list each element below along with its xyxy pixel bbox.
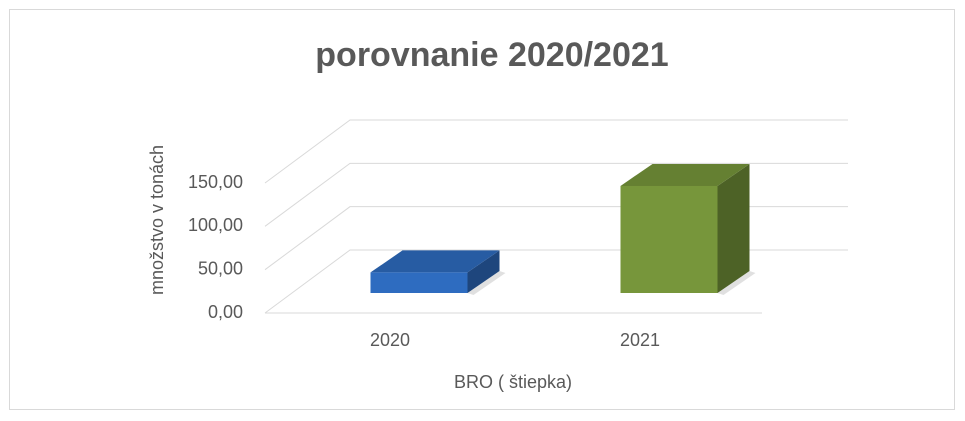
- bar-side: [717, 163, 750, 293]
- y-tick-label: 0,00: [208, 302, 243, 322]
- bar: [370, 272, 468, 293]
- chart-frame: [9, 9, 955, 410]
- bar-top: [370, 250, 500, 273]
- bar-shadow: [717, 271, 756, 295]
- bar-shadow: [467, 271, 506, 295]
- grid-line: [264, 162, 848, 227]
- x-tick-label: 2020: [370, 330, 410, 350]
- x-axis-label: BRO ( štiepka): [454, 372, 572, 392]
- y-tick-label: 100,00: [188, 215, 243, 235]
- chart-title: porovnanie 2020/2021: [315, 36, 668, 74]
- bar-top: [620, 163, 750, 186]
- bar: [620, 185, 718, 293]
- x-tick-label: 2021: [620, 330, 660, 350]
- y-tick-label: 50,00: [198, 258, 243, 278]
- y-tick-label: 150,00: [188, 172, 243, 192]
- bar-side: [467, 250, 500, 293]
- grid-line: [264, 119, 848, 184]
- y-axis-label: množstvo v tonách: [147, 145, 167, 295]
